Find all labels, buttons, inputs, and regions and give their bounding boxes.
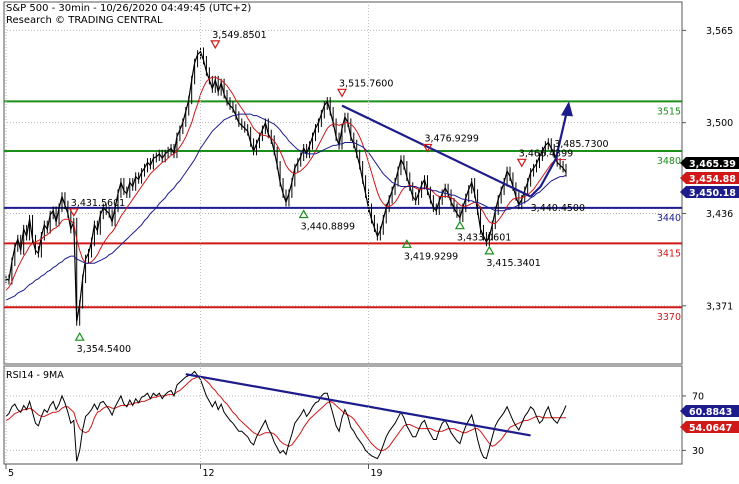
low-marker [484,245,495,255]
level-label: 3440 [657,213,681,224]
high-label: 3,476.9299 [424,133,478,144]
rsi-line [5,376,566,451]
y-tick-label: 70 [692,391,704,402]
low-label: 3,433.0601 [457,233,511,244]
y-tick-label: 3,500 [706,118,733,129]
trendline [185,373,531,437]
x-tick-label: 19 [371,468,383,479]
y-tick-label: 3,436 [706,209,733,220]
high-label: 3,431.5601 [71,198,125,209]
level-label: 3480 [657,156,681,167]
high-label: 3,515.7600 [339,78,393,89]
price-tag-label: 3,454.88 [689,174,736,185]
price-tag-label: 3,450.18 [689,188,736,199]
high-marker [210,40,221,50]
rsi-line [5,370,567,462]
forecast-arrowhead [560,101,573,117]
low-marker [74,331,85,341]
rsi-tag-pointer [680,421,686,433]
rsi-tag-label: 60.8843 [689,407,732,418]
rsi-tag-pointer [680,405,686,417]
high-marker [68,208,79,218]
low-marker [298,209,309,219]
rsi-tag [686,405,739,417]
x-tick-label: 12 [203,468,215,479]
price-tag [686,186,739,198]
high-label: 3,466.4399 [519,148,573,159]
level-label: 3415 [657,248,681,259]
price-line [5,50,567,322]
y-tick-label: 3,371 [706,301,733,312]
low-marker [454,220,465,230]
trendline [341,104,532,198]
rsi-tag [686,421,739,433]
low-label: 3,419.9299 [404,251,458,262]
point-label: 3,485.7300 [554,139,608,150]
level-label: 3515 [657,106,681,117]
chart-title: S&P 500 - 30min - 10/26/2020 04:49:45 (U… [6,3,251,14]
price-tag [686,157,739,169]
y-tick-label: 30 [692,446,704,457]
point-label: 3,440.4500 [531,203,585,214]
high-marker [516,158,527,168]
price-tag-label: 3,465.39 [689,159,736,170]
forecast-arrow [529,115,568,198]
low-marker [401,239,412,248]
price-tag-pointer [680,186,686,198]
chart-subtitle: Research © TRADING CENTRAL [6,15,163,26]
high-label: 3,549.8501 [212,30,266,41]
price-tag [686,172,739,184]
rsi-panel: 70 30 60.8843 54.0647 RSI14 - 9MA [4,370,739,462]
high-marker [336,88,348,98]
price-tag-pointer [680,157,686,169]
x-tick-label: 5 [8,468,14,479]
ma-line [5,113,567,301]
y-tick-label: 3,565 [706,26,733,37]
rsi-tag-label: 54.0647 [689,423,732,434]
low-label: 3,440.8899 [301,222,355,233]
price-tag-pointer [680,172,686,184]
main-panel: 3515 3480 3440 3415 3370 3,431.5601 3,354.540… [4,26,739,355]
low-label: 3,415.3401 [486,258,540,269]
low-label: 3,354.5400 [77,344,131,355]
ma-line [5,76,566,291]
level-label: 3370 [657,312,681,323]
high-marker [422,143,433,153]
rsi-panel-title: RSI14 - 9MA [6,370,64,381]
